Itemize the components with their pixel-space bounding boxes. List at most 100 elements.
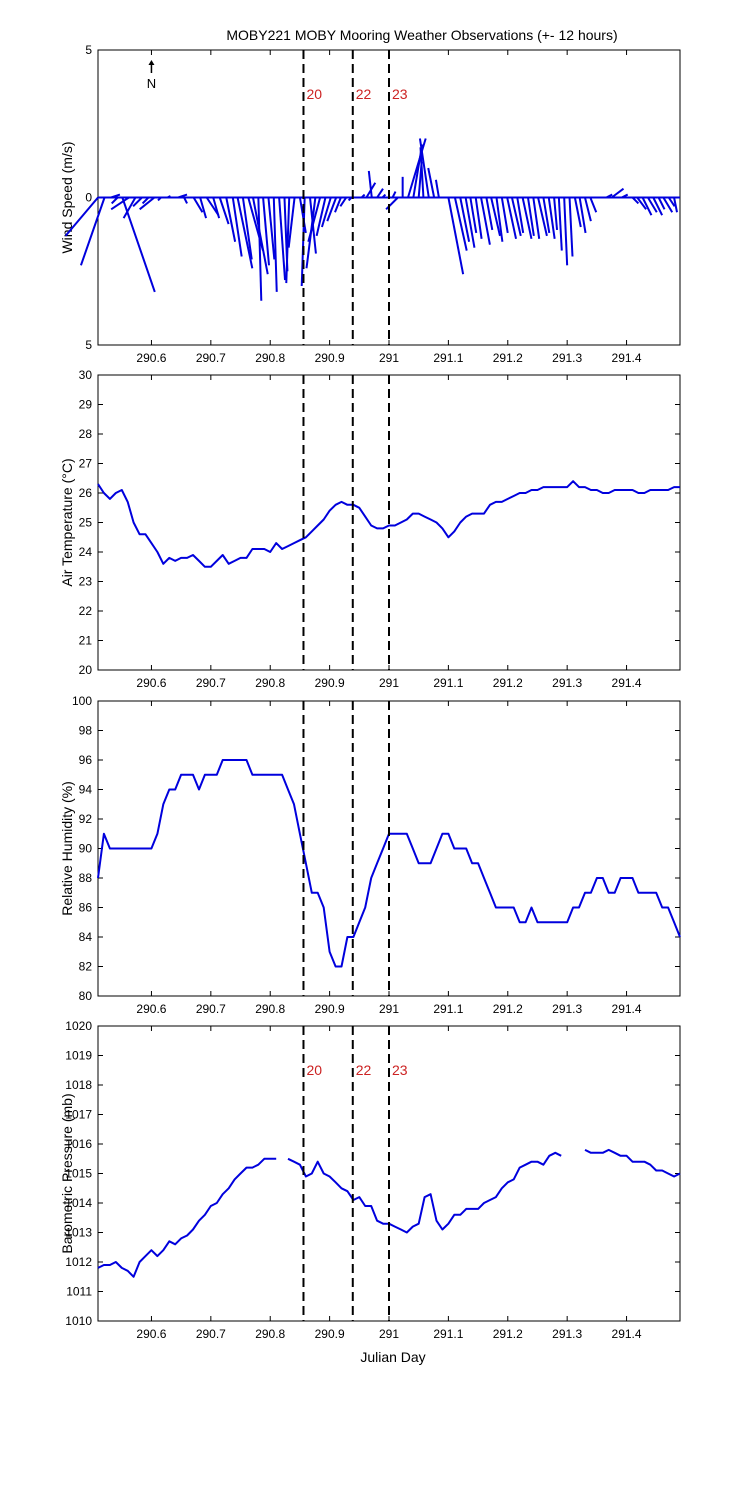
wind-vector: [298, 197, 307, 234]
x-tick-label: 291.2: [493, 1002, 523, 1016]
y-tick-label: 1016: [65, 1137, 92, 1151]
wind-vector: [157, 196, 162, 202]
y-tick-label: 1017: [65, 1108, 92, 1122]
wind-vector: [320, 197, 332, 228]
y-tick-label: 28: [79, 427, 93, 441]
wind-vector: [553, 197, 559, 231]
series-line: [97, 480, 680, 568]
wind-vector: [480, 197, 491, 245]
wind-vector: [241, 197, 253, 260]
x-tick-label: 290.8: [255, 676, 285, 690]
y-tick-label: 1013: [65, 1226, 92, 1240]
wind-vector: [64, 196, 99, 237]
wind-vector: [339, 196, 348, 207]
wind-vector: [631, 196, 640, 205]
y-tick-label: 1012: [65, 1255, 92, 1269]
wind-vector: [139, 196, 156, 211]
chart-title: MOBY221 MOBY Mooring Weather Observation…: [226, 27, 617, 43]
y-tick-label: 1018: [65, 1078, 92, 1092]
event-marker-label: 20: [306, 1062, 322, 1078]
y-tick-label: 24: [79, 545, 93, 559]
wind-vector: [657, 197, 666, 210]
x-tick-label: 291.2: [493, 351, 523, 365]
event-marker-label: 23: [392, 1062, 408, 1078]
event-marker-label: 23: [392, 86, 408, 102]
wind-vector: [376, 188, 384, 199]
x-tick-label: 290.7: [196, 676, 226, 690]
x-tick-label: 291.1: [433, 1327, 463, 1341]
y-tick-label: 0: [85, 191, 92, 205]
x-tick-label: 290.7: [196, 1002, 226, 1016]
wind-vector: [563, 197, 569, 266]
wind-vector: [495, 197, 504, 242]
y-tick-label: 84: [79, 930, 93, 944]
wind-vector: [167, 195, 171, 199]
wind-vector: [605, 193, 613, 199]
y-axis-label: Wind Speed (m/s): [59, 141, 75, 253]
wind-vector: [521, 197, 533, 240]
wind-vector: [212, 197, 221, 219]
wind-vector: [287, 197, 296, 248]
y-axis-label: Relative Humidity (%): [59, 781, 75, 916]
y-axis-label: Barometric Pressure (mb): [59, 1093, 75, 1253]
wind-vector: [407, 138, 427, 198]
wind-vector: [334, 197, 342, 213]
event-marker-label: 22: [356, 86, 372, 102]
wind-vector: [500, 197, 509, 234]
wind-vector: [272, 197, 278, 292]
x-tick-label: 291.3: [552, 1327, 582, 1341]
wind-vector: [510, 197, 522, 237]
x-tick-label: 291.4: [612, 676, 642, 690]
wind-vector: [236, 197, 254, 269]
x-tick-label: 291.2: [493, 676, 523, 690]
y-tick-label: 29: [79, 398, 93, 412]
wind-vector: [434, 179, 440, 198]
wind-vector: [267, 197, 276, 260]
x-tick-label: 291.4: [612, 1327, 642, 1341]
wind-vector: [459, 197, 471, 242]
x-tick-label: 290.7: [196, 351, 226, 365]
x-tick-label: 290.9: [315, 676, 345, 690]
wind-vector: [307, 197, 322, 243]
x-tick-label: 291: [379, 676, 399, 690]
wind-vector: [542, 197, 551, 234]
x-tick-label: 290.8: [255, 1002, 285, 1016]
wind-vector: [557, 197, 563, 251]
x-tick-label: 290.9: [315, 1002, 345, 1016]
wind-vector: [199, 197, 208, 219]
y-tick-label: 1014: [65, 1196, 92, 1210]
series-line: [287, 1151, 562, 1234]
event-marker-label: 22: [356, 1062, 372, 1078]
wind-vector: [183, 197, 188, 204]
y-tick-label: 21: [79, 634, 93, 648]
wind-vector: [647, 196, 658, 213]
wind-vector: [347, 196, 353, 202]
y-tick-label: 96: [79, 753, 93, 767]
wind-vector: [177, 193, 188, 199]
wind-vector: [532, 197, 541, 239]
wind-vector: [447, 197, 465, 275]
wind-vector: [225, 197, 237, 242]
wind-vector: [285, 197, 291, 284]
x-tick-label: 290.8: [255, 1327, 285, 1341]
series-line: [97, 1157, 277, 1278]
y-tick-label: 82: [79, 960, 93, 974]
wind-vector: [315, 197, 327, 237]
wind-vector: [326, 197, 338, 222]
wind-vector: [121, 197, 156, 293]
wind-vector: [132, 196, 143, 208]
wind-vector: [385, 196, 399, 211]
y-tick-label: 86: [79, 901, 93, 915]
x-tick-label: 291.1: [433, 676, 463, 690]
wind-vector: [278, 197, 287, 281]
wind-vector: [262, 197, 270, 266]
y-tick-label: 22: [79, 604, 93, 618]
wind-vector: [360, 193, 366, 199]
wind-vector: [474, 197, 483, 239]
wind-vector: [506, 197, 518, 240]
x-tick-label: 290.6: [136, 351, 166, 365]
wind-vector: [453, 197, 468, 251]
event-marker-label: 20: [306, 86, 322, 102]
y-tick-label: 1015: [65, 1167, 92, 1181]
